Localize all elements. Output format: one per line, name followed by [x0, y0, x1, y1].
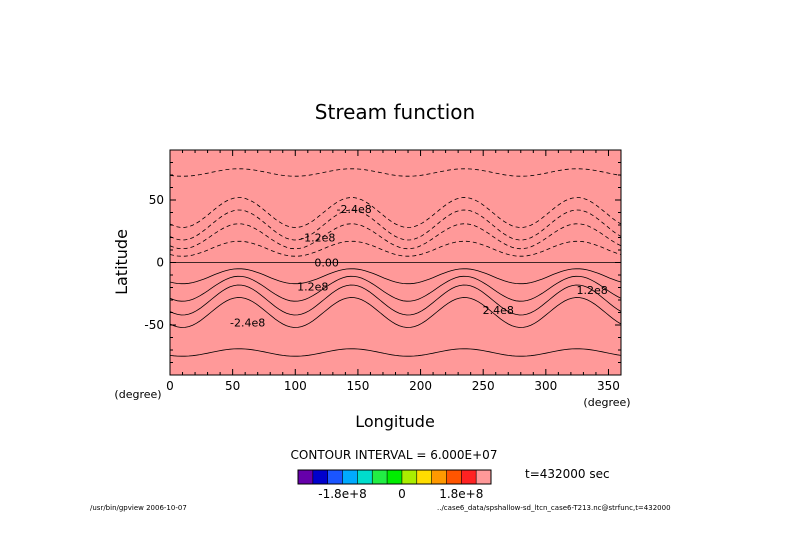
- colorbar-frame: [297, 469, 492, 485]
- colorbar-swatch: [342, 470, 358, 484]
- contour-label: -2.4e8: [230, 317, 265, 330]
- colorbar-swatch: [387, 470, 403, 484]
- contour-line: [170, 297, 621, 328]
- contour-interval-text: CONTOUR INTERVAL = 6.000E+07: [291, 448, 498, 462]
- contour-label: -2.4e8: [337, 203, 372, 216]
- x-tick-label: 250: [472, 379, 495, 393]
- x-tick-label: 350: [597, 379, 620, 393]
- colorbar-swatch: [446, 470, 462, 484]
- x-axis-unit: (degree): [583, 396, 630, 409]
- contour-line: [170, 284, 621, 316]
- footer-right: ../case6_data/spshallow-sd_ltcn_case6-T2…: [437, 504, 671, 512]
- contour-label: 2.4e8: [483, 304, 514, 317]
- contour-line: [170, 240, 621, 257]
- x-tick-label: 50: [225, 379, 240, 393]
- colorbar-swatch: [312, 470, 328, 484]
- colorbar-swatch: [461, 470, 477, 484]
- contour-label: 1.2e8: [297, 280, 328, 293]
- x-axis-ticks: 0 50 100 150 200 250 300 350: [166, 150, 620, 393]
- contour-lines: [170, 168, 621, 357]
- chart-title: Stream function: [315, 100, 475, 124]
- colorbar-label: 0: [398, 487, 406, 501]
- contour-label: 1.2e8: [577, 284, 608, 297]
- y-tick-label: 0: [156, 256, 164, 270]
- colorbar-label: -1.8e+8: [318, 487, 367, 501]
- colorbar-swatch: [298, 470, 314, 484]
- contour-labels: -2.4e8 -1.2e8 0.00 1.2e8 -2.4e8 2.4e8 1.2e8: [230, 203, 608, 330]
- contour-line: [170, 209, 621, 241]
- colorbar-swatch: [357, 470, 373, 484]
- y-axis-label: Latitude: [112, 229, 131, 295]
- contour-line: [170, 268, 621, 285]
- x-tick-label: 200: [409, 379, 432, 393]
- x-tick-label: 150: [346, 379, 369, 393]
- contour-label: 0.00: [314, 257, 339, 270]
- y-tick-label: 50: [149, 193, 164, 207]
- contour-line: [170, 197, 621, 228]
- colorbar-swatch: [416, 470, 432, 484]
- y-axis-ticks: 50 0 -50: [144, 162, 621, 363]
- contour-line: [170, 275, 621, 302]
- colorbar-swatch: [327, 470, 343, 484]
- x-tick-label: 300: [534, 379, 557, 393]
- time-text: t=432000 sec: [525, 467, 610, 481]
- contour-line: [170, 348, 621, 357]
- contour-line: [170, 168, 621, 177]
- colorbar: -1.8e+8 0 1.8e+8: [297, 469, 492, 501]
- x-tick-label: 100: [284, 379, 307, 393]
- colorbar-swatch: [476, 470, 492, 484]
- contour-line: [170, 223, 621, 250]
- footer-left: /usr/bin/gpview 2006-10-07: [90, 504, 187, 512]
- colorbar-swatch: [401, 470, 418, 484]
- colorbar-swatch: [431, 470, 447, 484]
- x-tick-label: 0: [166, 379, 174, 393]
- y-axis-unit: (degree): [114, 388, 161, 401]
- colorbar-swatch: [372, 470, 388, 484]
- contour-label: -1.2e8: [300, 232, 335, 245]
- colorbar-label: 1.8e+8: [439, 487, 483, 501]
- x-axis-label: Longitude: [355, 412, 435, 431]
- y-tick-label: -50: [144, 318, 164, 332]
